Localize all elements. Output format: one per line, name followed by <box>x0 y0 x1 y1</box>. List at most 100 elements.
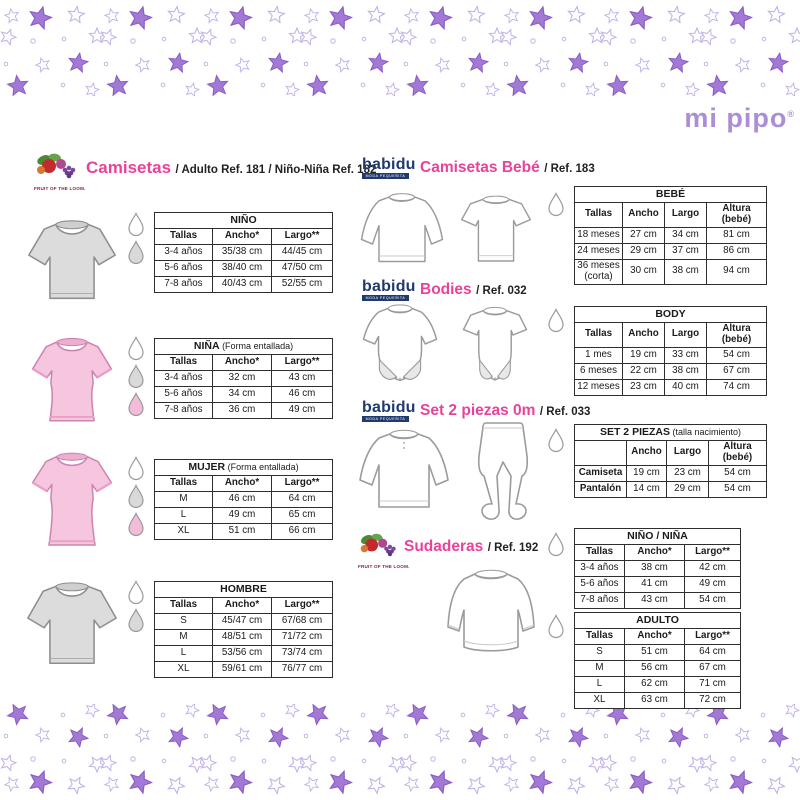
cell: 7-8 años <box>574 592 625 609</box>
column-header: Tallas <box>154 597 213 614</box>
size-table-adulto: ADULTO Tallas Ancho* Largo** S 51 cm 64 cm M 56 … <box>573 612 742 709</box>
column-header: Ancho <box>622 202 665 228</box>
cell: 35/38 cm <box>212 244 272 261</box>
cell: 52/55 cm <box>270 276 334 293</box>
sweatshirt-illustration <box>447 569 535 652</box>
size-table-body: BODY Tallas Ancho Largo Altura (bebé) 1 mes 19… <box>573 306 768 396</box>
cell: 34 cm <box>212 386 272 403</box>
cell: XL <box>154 661 213 678</box>
cell: 51 cm <box>212 523 272 540</box>
table-row: 5-6 años 41 cm 49 cm <box>574 576 741 593</box>
cell: 19 cm <box>626 464 667 482</box>
table-title: BODY <box>573 306 768 323</box>
cell: 3-4 años <box>574 560 625 577</box>
table-row: M 48/51 cm 71/72 cm <box>154 629 334 646</box>
star-border-bottom <box>0 704 800 800</box>
cell: 23 cm <box>666 464 709 482</box>
cell: 59/61 cm <box>212 661 272 678</box>
table-row: 36 meses (corta) 30 cm 38 cm 94 cm <box>574 258 767 285</box>
column-header: Altura (bebé) <box>705 322 768 348</box>
water-drop-icon <box>128 364 144 389</box>
cell: 64 cm <box>270 491 334 508</box>
cell: 40/43 cm <box>212 276 272 293</box>
water-drop-icon <box>548 614 564 639</box>
fruit-cluster-icon <box>37 153 76 179</box>
cell: 14 cm <box>626 480 667 498</box>
baby-tshirt-illustration <box>460 195 532 262</box>
table-row: XL 51 cm 66 cm <box>154 523 334 540</box>
cell: 22 cm <box>622 362 665 380</box>
column-header: Altura (bebé) <box>706 202 767 228</box>
column-header: Largo** <box>684 544 741 561</box>
size-table-bebe: BEBÉ Tallas Ancho Largo Altura (bebé) 18 mese… <box>574 186 767 285</box>
table-row: 7-8 años 40/43 cm 52/55 cm <box>154 276 334 293</box>
cell: 41 cm <box>624 576 685 593</box>
cell: 47/50 cm <box>270 260 334 277</box>
cell: M <box>574 660 625 677</box>
babidu-wordmark: babidu <box>362 156 416 173</box>
cell: 56 cm <box>624 660 685 677</box>
cell: 5-6 años <box>154 386 213 403</box>
table-title: ADULTO <box>573 612 742 629</box>
table-row: M 56 cm 67 cm <box>574 660 742 677</box>
table-title: NIÑO / NIÑA <box>574 528 741 545</box>
star-border-top <box>0 0 800 96</box>
column-header: Altura (bebé) <box>708 440 767 466</box>
cell: 38 cm <box>664 258 707 285</box>
cell: Pantalón <box>574 480 627 498</box>
cell: 86 cm <box>706 242 767 260</box>
water-drop-icon <box>128 212 144 237</box>
babidu-logo: babidu MODA PEQUEÑITA <box>362 157 416 179</box>
cell: 36 meses (corta) <box>574 258 623 285</box>
column-header: Largo** <box>271 354 333 371</box>
wash-drops-nina <box>126 336 146 418</box>
cell: M <box>154 491 213 508</box>
cell: 46 cm <box>212 491 272 508</box>
cell: 24 meses <box>574 242 623 260</box>
size-table-hombre: HOMBRE Tallas Ancho* Largo** S 45/47 cm 67/68 … <box>153 581 334 678</box>
cell: 54 cm <box>708 480 767 498</box>
fruit-of-the-loom-wordmark: FRUIT OF THE LOOM. <box>358 564 410 569</box>
cell: 71 cm <box>683 676 742 693</box>
table-row: L 49 cm 65 cm <box>154 507 334 524</box>
cell: 64 cm <box>683 644 742 661</box>
table-row: 3-4 años 38 cm 42 cm <box>574 560 741 577</box>
table-row: 1 mes 19 cm 33 cm 54 cm <box>574 346 768 364</box>
cell: 49 cm <box>684 576 741 593</box>
size-table-set2piezas: SET 2 PIEZAS (talla nacimiento) Ancho Larg… <box>574 424 767 498</box>
cell: 5-6 años <box>574 576 625 593</box>
cell: 3-4 años <box>154 244 213 261</box>
cell: 29 cm <box>622 242 665 260</box>
cell: 67/68 cm <box>270 613 334 630</box>
fruit-of-the-loom-logo: FRUIT OF THE LOOM. <box>358 533 410 569</box>
cell: 7-8 años <box>154 276 213 293</box>
cell: 30 cm <box>622 258 665 285</box>
column-header: Ancho <box>626 440 667 466</box>
column-header: Tallas <box>154 475 213 492</box>
cell: 49 cm <box>212 507 272 524</box>
column-header: Largo <box>664 202 707 228</box>
cell: 43 cm <box>624 592 685 609</box>
cell: 51 cm <box>624 644 685 661</box>
size-table-nino-nina: NIÑO / NIÑA Tallas Ancho* Largo** 3-4 años 38… <box>574 528 741 609</box>
cell: 19 cm <box>622 346 665 364</box>
cell: 71/72 cm <box>270 629 334 646</box>
column-header: Ancho* <box>212 475 272 492</box>
cell: 44/45 cm <box>270 244 334 261</box>
cell: 54 cm <box>684 592 741 609</box>
cell: L <box>154 507 213 524</box>
size-table-nino: NIÑO Tallas Ancho* Largo** 3-4 años 35/38 cm 4… <box>153 212 334 293</box>
cell: XL <box>154 523 213 540</box>
table-row: 5-6 años 38/40 cm 47/50 cm <box>154 260 334 277</box>
cell: 5-6 años <box>154 260 213 277</box>
section-title-bodies: Bodies / Ref. 032 <box>420 281 527 299</box>
cell: 67 cm <box>705 362 768 380</box>
cell: 38/40 cm <box>212 260 272 277</box>
column-header: Tallas <box>574 628 625 645</box>
registered-mark: ® <box>787 109 795 119</box>
cell: 7-8 años <box>154 402 213 419</box>
table-title: BEBÉ <box>574 186 767 203</box>
cell: 66 cm <box>270 523 334 540</box>
table-title: NIÑO <box>153 212 334 229</box>
fruit-of-the-loom-wordmark: FRUIT OF THE LOOM. <box>34 186 86 191</box>
